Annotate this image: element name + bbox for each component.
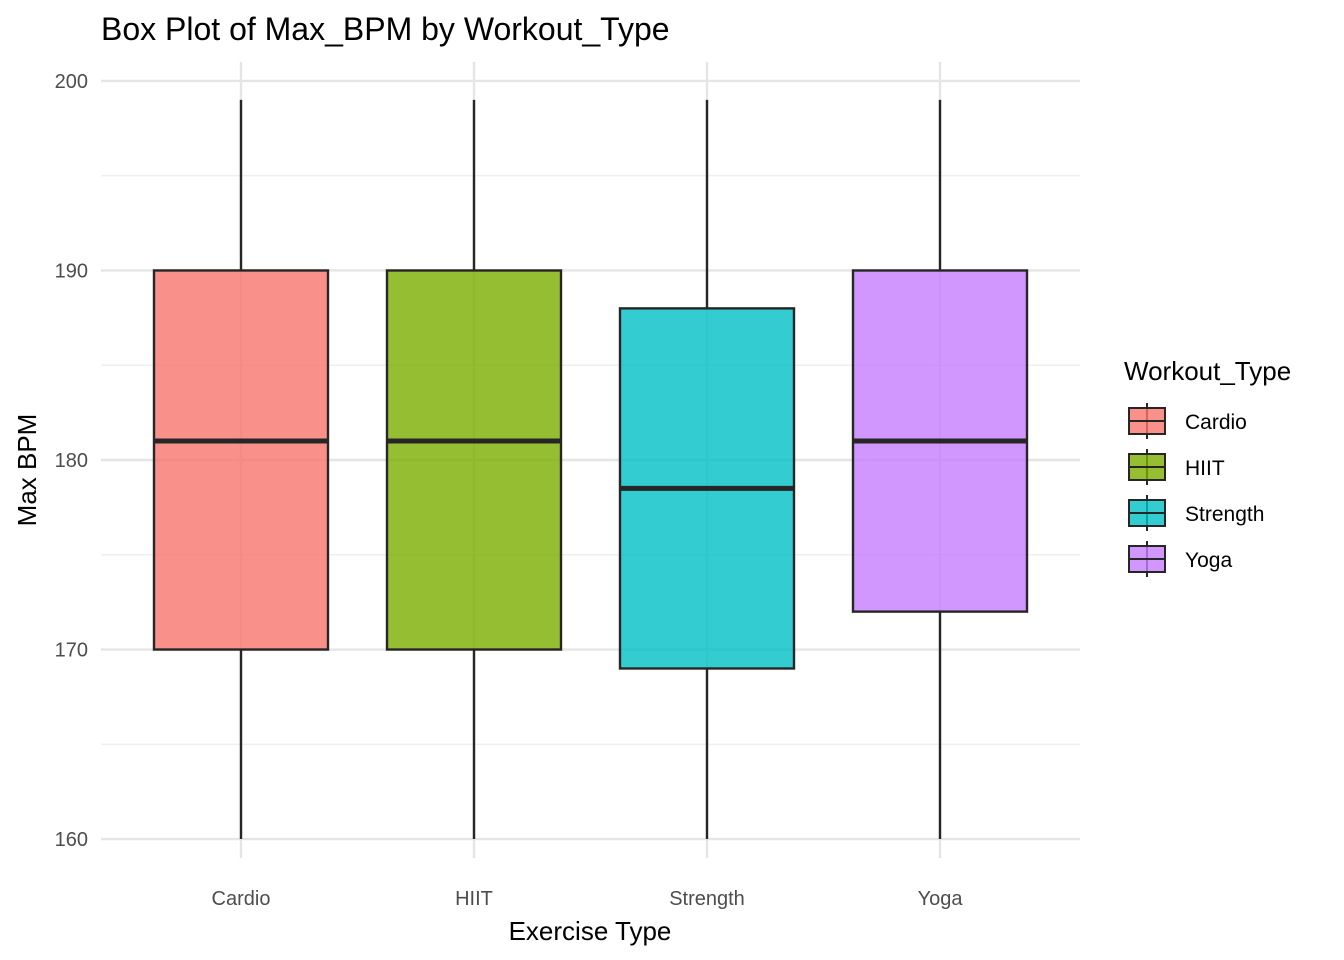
x-tick-label: Yoga xyxy=(918,888,964,910)
y-tick-label: 190 xyxy=(55,260,88,282)
chart-title: Box Plot of Max_BPM by Workout_Type xyxy=(101,11,670,47)
y-tick-label: 200 xyxy=(55,71,88,93)
box-rect xyxy=(385,269,563,651)
y-tick-label: 180 xyxy=(55,450,88,472)
box-yoga xyxy=(851,99,1029,840)
legend-item-hiit: HIIT xyxy=(1128,449,1225,485)
y-axis-title: Max BPM xyxy=(12,414,42,527)
x-tick-label: Strength xyxy=(669,888,745,910)
y-axis-ticks: 160 170 180 190 200 xyxy=(55,71,88,851)
legend-label: Cardio xyxy=(1185,411,1247,434)
legend-item-strength: Strength xyxy=(1128,495,1264,531)
x-tick-label: HIIT xyxy=(455,888,493,910)
legend-title: Workout_Type xyxy=(1124,356,1291,386)
box-rect xyxy=(152,269,330,651)
legend-item-cardio: Cardio xyxy=(1128,403,1247,439)
x-tick-label: Cardio xyxy=(212,888,271,910)
legend-item-yoga: Yoga xyxy=(1128,541,1232,577)
box-strength xyxy=(618,99,796,840)
y-tick-label: 160 xyxy=(55,829,88,851)
legend-label: HIIT xyxy=(1185,457,1225,480)
y-tick-label: 170 xyxy=(55,640,88,662)
legend-label: Strength xyxy=(1185,503,1264,526)
box-series xyxy=(152,99,1029,840)
box-cardio xyxy=(152,99,330,840)
legend: Workout_Type Cardio HIIT Strength Yoga xyxy=(1124,356,1291,577)
x-axis-title: Exercise Type xyxy=(509,916,672,946)
box-hiit xyxy=(385,99,563,840)
x-axis-ticks: Cardio HIIT Strength Yoga xyxy=(212,888,964,910)
legend-label: Yoga xyxy=(1185,549,1232,572)
